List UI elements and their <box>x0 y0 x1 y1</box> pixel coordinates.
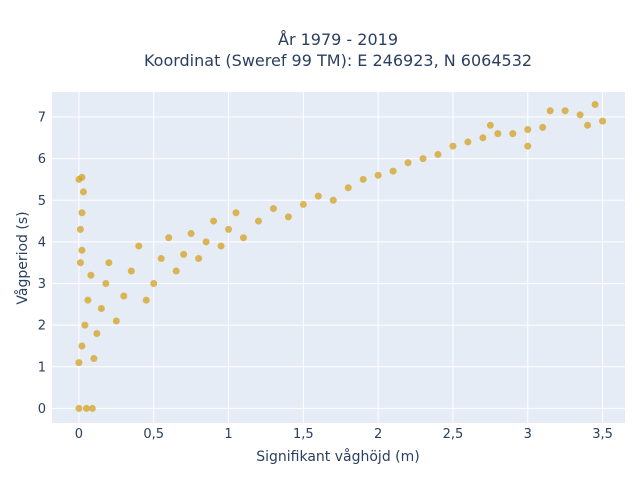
scatter-points <box>75 100 607 412</box>
scatter-point <box>142 296 150 304</box>
scatter-point <box>232 209 240 217</box>
scatter-point <box>464 138 472 146</box>
scatter-point <box>112 317 120 325</box>
scatter-point <box>404 159 412 167</box>
scatter-point <box>135 242 143 250</box>
x-tick-label: 2,5 <box>443 427 464 442</box>
scatter-point <box>494 130 502 138</box>
scatter-point <box>78 173 86 181</box>
scatter-point <box>314 192 322 200</box>
scatter-point <box>284 213 292 221</box>
scatter-point <box>524 125 532 133</box>
scatter-point <box>78 342 86 350</box>
scatter-point <box>157 255 165 263</box>
scatter-point <box>359 175 367 183</box>
x-tick-label: 0,5 <box>143 427 164 442</box>
scatter-point <box>150 280 158 288</box>
scatter-point <box>172 267 180 275</box>
scatter-point <box>76 259 84 267</box>
scatter-point <box>120 292 128 300</box>
x-tick-label: 3 <box>524 427 532 442</box>
x-axis-title: Signifikant våghöjd (m) <box>256 448 419 465</box>
scatter-point <box>84 296 92 304</box>
y-tick-label: 3 <box>38 277 46 292</box>
scatter-point <box>195 255 203 263</box>
x-tick-label: 1 <box>224 427 232 442</box>
scatter-point <box>434 150 442 158</box>
scatter-point <box>76 225 84 233</box>
x-tick-label: 2 <box>374 427 382 442</box>
scatter-point <box>254 217 262 225</box>
plot-background <box>52 92 625 423</box>
scatter-point <box>202 238 210 246</box>
scatter-point <box>509 130 517 138</box>
scatter-point <box>78 246 86 254</box>
y-tick-label: 1 <box>38 360 46 375</box>
chart-subtitle: Koordinat (Sweref 99 TM): E 246923, N 60… <box>144 51 532 70</box>
x-tick-label: 3,5 <box>592 427 613 442</box>
y-tick-label: 7 <box>38 110 46 125</box>
y-tick-label: 4 <box>38 235 46 250</box>
scatter-point <box>75 404 83 412</box>
scatter-point <box>82 404 90 412</box>
scatter-point <box>269 205 277 213</box>
scatter-point <box>591 100 599 108</box>
y-tick-label: 0 <box>38 402 46 417</box>
scatter-point <box>165 234 173 242</box>
scatter-point <box>299 200 307 208</box>
scatter-point <box>187 230 195 238</box>
scatter-point <box>239 234 247 242</box>
y-axis-ticks: 0 1 2 3 4 5 6 7 <box>38 110 46 416</box>
scatter-point <box>81 321 89 329</box>
scatter-point <box>546 107 554 115</box>
scatter-point <box>210 217 218 225</box>
scatter-point <box>389 167 397 175</box>
scatter-point <box>599 117 607 125</box>
x-axis-ticks: 0 0,5 1 1,5 2 2,5 3 3,5 <box>75 427 613 442</box>
y-tick-label: 2 <box>38 319 46 334</box>
y-tick-label: 6 <box>38 152 46 167</box>
scatter-point <box>97 305 105 313</box>
scatter-point <box>75 359 83 367</box>
x-tick-label: 1,5 <box>293 427 314 442</box>
scatter-point <box>449 142 457 150</box>
scatter-point <box>78 209 86 217</box>
scatter-point <box>87 271 95 279</box>
chart-title: År 1979 - 2019 <box>278 30 398 49</box>
scatter-point <box>576 111 584 119</box>
scatter-point <box>79 188 87 196</box>
scatter-point <box>225 225 233 233</box>
scatter-point <box>180 250 188 258</box>
scatter-point <box>419 155 427 163</box>
scatter-point <box>561 107 569 115</box>
scatter-point <box>539 123 547 131</box>
scatter-point <box>486 121 494 129</box>
scatter-point <box>479 134 487 142</box>
scatter-point <box>93 329 101 337</box>
scatter-point <box>88 404 96 412</box>
scatter-point <box>90 354 98 362</box>
scatter-point <box>127 267 135 275</box>
scatter-point <box>329 196 337 204</box>
y-axis-title: Vågperiod (s) <box>14 211 31 304</box>
y-tick-label: 5 <box>38 194 46 209</box>
x-tick-label: 0 <box>75 427 83 442</box>
scatter-point <box>102 280 110 288</box>
scatter-point <box>374 171 382 179</box>
scatter-point <box>105 259 113 267</box>
scatter-point <box>584 121 592 129</box>
scatter-point <box>524 142 532 150</box>
scatter-point <box>344 184 352 192</box>
scatter-point <box>217 242 225 250</box>
